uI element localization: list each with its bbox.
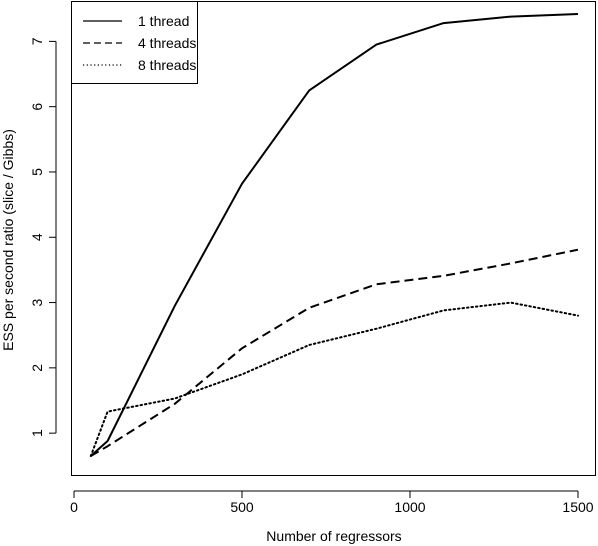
x-axis: 0 500 1000 1500 [70,490,594,515]
y-tick-label: 4 [29,233,45,241]
series-line-1 [90,13,579,457]
x-tick-label: 500 [230,499,254,515]
series-line-2 [90,248,579,457]
legend: 1 thread 4 threads 8 threads [71,1,198,84]
x-tick-label: 1500 [562,499,593,515]
x-tick-label: 0 [70,499,78,515]
legend-label-3: 8 threads [138,57,196,73]
y-tick-label: 6 [29,103,45,111]
y-tick-label: 5 [29,168,45,176]
y-tick-label: 2 [29,364,45,372]
y-tick-label: 3 [29,298,45,306]
legend-label-2: 4 threads [138,35,196,51]
plot-area-border [71,1,596,476]
series-line-3 [89,301,579,457]
x-axis-label: Number of regressors [266,528,401,544]
y-tick-label: 7 [29,37,45,45]
x-tick-label: 1000 [394,499,425,515]
y-tick-label: 1 [29,429,45,437]
legend-label-1: 1 thread [138,13,189,29]
legend-box [71,1,198,84]
series-layer [89,13,579,457]
y-axis-label: ESS per second ratio (slice / Gibbs) [0,129,16,351]
y-axis: 1 2 3 4 5 6 7 [29,37,57,437]
